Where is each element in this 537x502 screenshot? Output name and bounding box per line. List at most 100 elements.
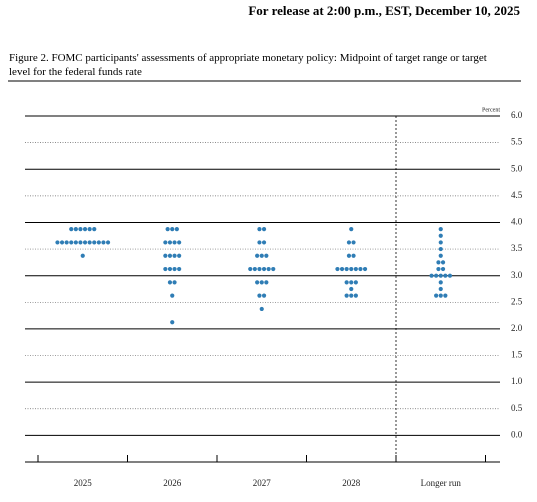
participant-dot bbox=[353, 280, 358, 285]
participant-dot bbox=[440, 266, 446, 272]
participant-dot bbox=[344, 280, 349, 285]
participant-dot bbox=[429, 273, 434, 278]
participant-dot bbox=[73, 240, 78, 245]
participant-dot bbox=[255, 280, 260, 285]
participant-dot bbox=[255, 253, 260, 258]
participant-dot bbox=[438, 253, 443, 258]
participant-dot bbox=[163, 240, 168, 245]
participant-dot bbox=[101, 240, 106, 245]
participant-dot bbox=[177, 266, 182, 272]
participant-dot bbox=[257, 240, 262, 245]
participant-dot bbox=[259, 280, 264, 285]
participant-dot bbox=[64, 240, 69, 245]
participant-dot bbox=[271, 266, 276, 272]
participant-dot bbox=[261, 293, 267, 298]
participant-dot bbox=[170, 320, 175, 325]
participant-dot bbox=[252, 266, 257, 272]
participant-dot bbox=[264, 253, 269, 258]
participant-dot bbox=[69, 227, 74, 232]
y-tick-label: 1.5 bbox=[511, 350, 523, 360]
participant-dot bbox=[167, 266, 173, 272]
participant-dot bbox=[344, 266, 349, 272]
participant-dot bbox=[92, 227, 97, 232]
participant-dot bbox=[440, 260, 446, 265]
participant-dot bbox=[335, 266, 340, 272]
y-tick-label: 4.5 bbox=[511, 190, 523, 200]
participant-dot bbox=[170, 293, 175, 298]
participant-dot bbox=[447, 273, 453, 278]
participant-dot bbox=[266, 266, 271, 272]
x-tick-label: 2027 bbox=[253, 478, 272, 488]
participant-dot bbox=[349, 227, 354, 232]
participant-dot bbox=[257, 266, 262, 272]
participant-dot bbox=[177, 253, 182, 258]
participant-dot bbox=[261, 266, 267, 272]
participant-dot bbox=[353, 266, 358, 272]
participant-dot bbox=[358, 266, 363, 272]
participant-dot bbox=[174, 227, 179, 232]
participant-dot bbox=[261, 227, 267, 232]
participant-dot bbox=[438, 227, 443, 232]
participant-dot bbox=[172, 253, 177, 258]
x-tick-label: 2028 bbox=[342, 478, 361, 488]
participant-dot bbox=[259, 253, 264, 258]
participant-dot bbox=[177, 240, 182, 245]
y-tick-label: 3.0 bbox=[511, 270, 523, 280]
participant-dot bbox=[167, 280, 173, 285]
participant-dot bbox=[349, 266, 354, 272]
participant-dot bbox=[257, 227, 262, 232]
x-tick-label: 2026 bbox=[163, 478, 182, 488]
participant-dot bbox=[163, 266, 168, 272]
x-tick-label: 2025 bbox=[74, 478, 93, 488]
release-header: For release at 2:00 p.m., EST, December … bbox=[248, 3, 520, 18]
x-tick-label: Longer run bbox=[421, 478, 462, 488]
participant-dot bbox=[172, 280, 177, 285]
participant-dot bbox=[438, 240, 443, 245]
participant-dot bbox=[55, 240, 60, 245]
participant-dot bbox=[443, 273, 448, 278]
participant-dot bbox=[80, 253, 85, 258]
y-tick-label: 0.0 bbox=[511, 429, 523, 439]
participant-dot bbox=[167, 240, 173, 245]
y-tick-label: 5.5 bbox=[511, 137, 523, 147]
participant-dot bbox=[172, 266, 177, 272]
participant-dot bbox=[339, 266, 345, 272]
participant-dot bbox=[436, 266, 441, 272]
participant-dot bbox=[163, 253, 168, 258]
participant-dot bbox=[351, 253, 356, 258]
participant-dot bbox=[261, 240, 267, 245]
participant-dot bbox=[87, 240, 92, 245]
y-tick-label: 2.5 bbox=[511, 296, 523, 306]
participant-dot bbox=[438, 246, 443, 252]
participant-dot bbox=[443, 293, 448, 298]
participant-dot bbox=[59, 240, 65, 245]
unit-label: Percent bbox=[482, 107, 500, 113]
participant-dot bbox=[436, 260, 441, 265]
participant-dot bbox=[351, 240, 356, 245]
participant-dot bbox=[165, 227, 170, 232]
participant-dot bbox=[105, 240, 111, 245]
participant-dot bbox=[362, 266, 368, 272]
participant-dot bbox=[87, 227, 92, 232]
participant-dot bbox=[346, 240, 352, 245]
y-tick-label: 4.0 bbox=[511, 217, 523, 227]
participant-dot bbox=[353, 293, 358, 298]
participant-dot bbox=[92, 240, 97, 245]
participant-dot bbox=[264, 280, 269, 285]
participant-dot bbox=[248, 266, 253, 272]
y-tick-label: 5.0 bbox=[511, 163, 523, 173]
participant-dot bbox=[170, 227, 175, 232]
participant-dot bbox=[344, 293, 349, 298]
participant-dot bbox=[172, 240, 177, 245]
participant-dot bbox=[257, 293, 262, 298]
participant-dot bbox=[349, 293, 354, 298]
participant-dot bbox=[434, 293, 439, 298]
y-tick-label: 0.5 bbox=[511, 403, 523, 413]
participant-dot bbox=[82, 240, 88, 245]
participant-dot bbox=[346, 253, 352, 258]
participant-dot bbox=[78, 240, 83, 245]
participant-dot bbox=[73, 227, 78, 232]
chart-title: Figure 2. FOMC participants' assessments… bbox=[9, 52, 487, 78]
